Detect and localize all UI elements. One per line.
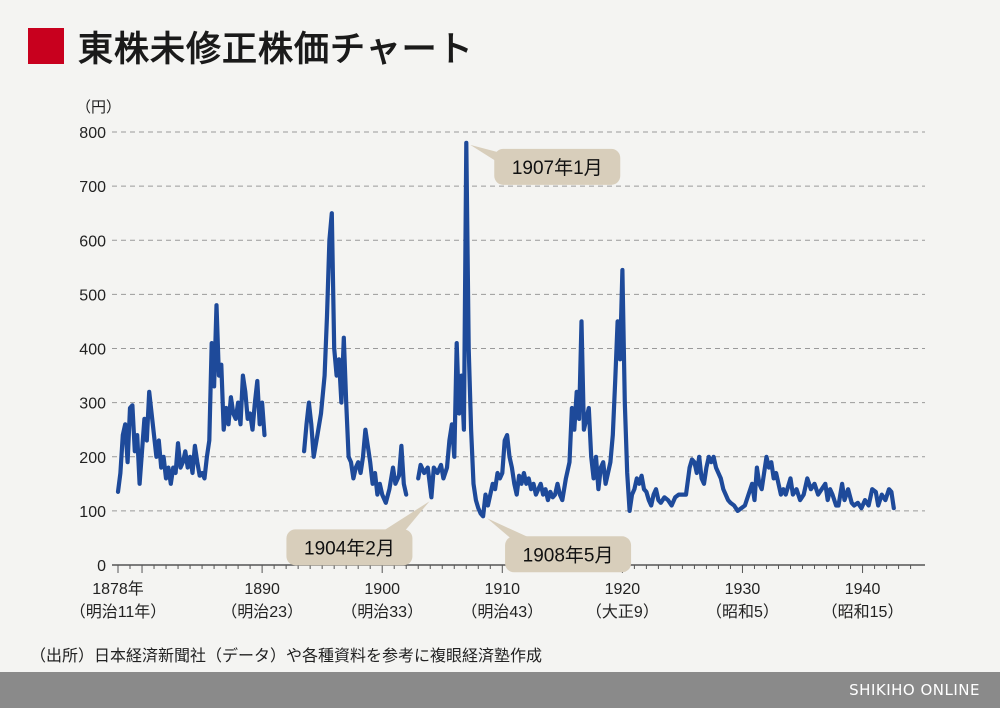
- chart-title: 東株未修正株価チャート: [78, 29, 474, 70]
- x-tick-label: 1890: [244, 581, 280, 598]
- x-tick-sublabel: （明治33）: [341, 603, 423, 621]
- callout-pointer: [487, 518, 536, 541]
- callout-text: 1907年1月: [512, 157, 603, 179]
- x-tick-sublabel: （明治11年）: [70, 603, 167, 621]
- series-line-segment-3: [416, 140, 896, 519]
- callout-box: [286, 529, 413, 566]
- footer-bar: SHIKIHO ONLINE: [0, 672, 1000, 708]
- y-tick-label: 300: [79, 396, 106, 413]
- source-note: （出所）日本経済新聞社（データ）や各種資料を参考に複眼経済塾作成: [30, 646, 543, 665]
- annotation-callout-1: 1907年1月: [470, 144, 621, 185]
- stock-price-chart: （円） 0 100 200 300 400 500 600 700 800 1878年 （明治11年…: [70, 99, 925, 621]
- callout-pointer: [382, 501, 430, 532]
- series-line-segment-1: [115, 303, 267, 494]
- x-tick-sublabel: （明治23）: [221, 603, 303, 621]
- callout-text: 1908年5月: [523, 544, 614, 566]
- y-tick-label: 400: [79, 342, 106, 359]
- callout-text: 1904年2月: [304, 537, 395, 559]
- y-tick-label: 700: [79, 179, 106, 196]
- y-tick-label: 200: [79, 450, 106, 467]
- callout-box: [505, 536, 632, 573]
- annotation-group: 1907年1月 1904年2月 1908年5月: [286, 144, 632, 573]
- x-tick-label: 1920: [605, 581, 641, 598]
- annotation-callout-2: 1904年2月: [286, 501, 430, 566]
- brand-label: SHIKIHO ONLINE: [849, 681, 980, 699]
- x-tick-label: 1900: [364, 581, 400, 598]
- x-tick-label: 1930: [725, 581, 761, 598]
- title-square-marker: [28, 28, 64, 64]
- y-tick-label: 800: [79, 125, 106, 142]
- y-tick-label: 500: [79, 287, 106, 304]
- x-tick-label: 1878年: [92, 580, 144, 598]
- y-tick-label: 0: [97, 558, 106, 575]
- x-axis: 1878年 （明治11年） 1890 （明治23） 1900 （明治33） 1910 （明治4…: [70, 564, 925, 621]
- series-group: [115, 140, 896, 519]
- x-tick-label: 1910: [484, 581, 520, 598]
- callout-box: [494, 148, 621, 185]
- y-axis: （円） 0 100 200 300 400 500 600 700 800: [76, 99, 121, 575]
- grid-lines: [112, 131, 925, 512]
- y-tick-label: 600: [79, 233, 106, 250]
- series-line-segment-2: [302, 211, 409, 505]
- x-tick-sublabel: （明治43）: [461, 603, 543, 621]
- x-tick-label: 1940: [845, 581, 881, 598]
- title-bar: 東株未修正株価チャート: [28, 22, 474, 70]
- y-axis-unit-label: （円）: [76, 99, 121, 116]
- x-tick-sublabel: （昭和15）: [822, 603, 904, 621]
- y-tick-label: 100: [79, 504, 106, 521]
- x-tick-sublabel: （大正9）: [586, 603, 659, 621]
- x-tick-sublabel: （昭和5）: [706, 603, 779, 621]
- annotation-callout-3: 1908年5月: [487, 518, 632, 573]
